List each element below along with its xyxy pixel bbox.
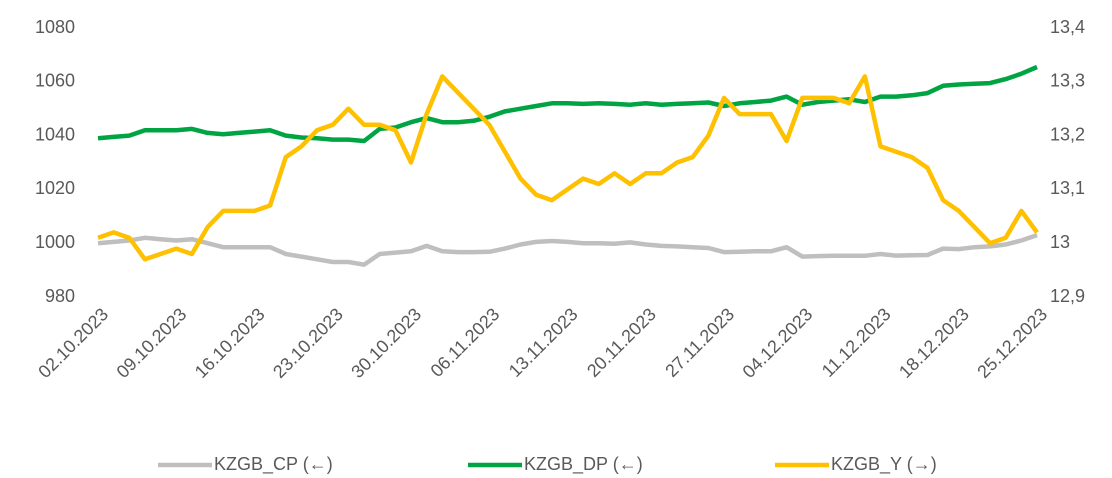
series-line xyxy=(97,74,1039,262)
x-tick-label: 18.12.2023 xyxy=(895,304,973,382)
y2-tick-label: 13,1 xyxy=(1050,178,1085,198)
y-tick-label: 1060 xyxy=(35,71,75,91)
legend-label: KZGB_DP (←) xyxy=(524,454,643,475)
x-tick-label: 25.12.2023 xyxy=(973,304,1051,382)
y-tick-label: 1040 xyxy=(35,124,75,144)
y-tick-label: 1000 xyxy=(35,232,75,252)
x-tick-label: 04.12.2023 xyxy=(739,304,817,382)
x-tick-label: 27.11.2023 xyxy=(661,304,738,381)
y-tick-label: 1020 xyxy=(35,178,75,198)
x-tick-label: 06.11.2023 xyxy=(427,304,504,381)
x-tick-label: 30.10.2023 xyxy=(347,304,425,382)
y2-tick-label: 13 xyxy=(1050,232,1070,252)
series-line xyxy=(97,232,1038,267)
series-line xyxy=(97,64,1038,144)
y2-tick-label: 12,9 xyxy=(1050,286,1085,306)
y-tick-label: 1080 xyxy=(35,17,75,37)
x-tick-label: 13.11.2023 xyxy=(505,304,582,381)
x-tick-label: 09.10.2023 xyxy=(113,304,191,382)
x-tick-label: 11.12.2023 xyxy=(818,304,895,381)
legend-label: KZGB_Y (→) xyxy=(831,454,937,475)
y-tick-label: 980 xyxy=(45,286,75,306)
y2-tick-label: 13,4 xyxy=(1050,17,1085,37)
y2-tick-label: 13,3 xyxy=(1050,71,1085,91)
legend-label: KZGB_CP (←) xyxy=(214,454,333,475)
y2-tick-label: 13,2 xyxy=(1050,124,1085,144)
x-tick-label: 16.10.2023 xyxy=(191,304,269,382)
x-tick-label: 23.10.2023 xyxy=(269,304,347,382)
x-tick-label: 20.11.2023 xyxy=(583,304,660,381)
x-tick-label: 02.10.2023 xyxy=(34,304,112,382)
